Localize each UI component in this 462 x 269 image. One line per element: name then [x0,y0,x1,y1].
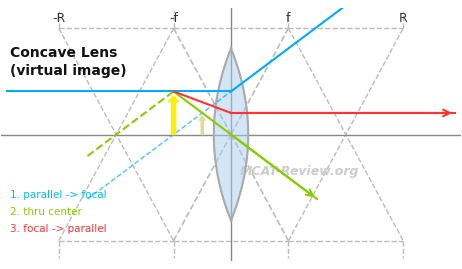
Text: 2. thru center: 2. thru center [10,207,82,217]
Text: -f: -f [169,12,178,25]
Text: 1. parallel -> focal: 1. parallel -> focal [10,190,107,200]
Text: f: f [286,12,291,25]
Text: R: R [399,12,407,25]
FancyArrow shape [200,116,205,134]
Text: Concave Lens
(virtual image): Concave Lens (virtual image) [10,45,127,78]
FancyArrow shape [169,96,179,134]
Text: -R: -R [52,12,66,25]
Text: MCAT-Review.org: MCAT-Review.org [240,165,359,178]
Polygon shape [214,48,248,221]
Text: 3. focal -> parallel: 3. focal -> parallel [10,224,107,234]
